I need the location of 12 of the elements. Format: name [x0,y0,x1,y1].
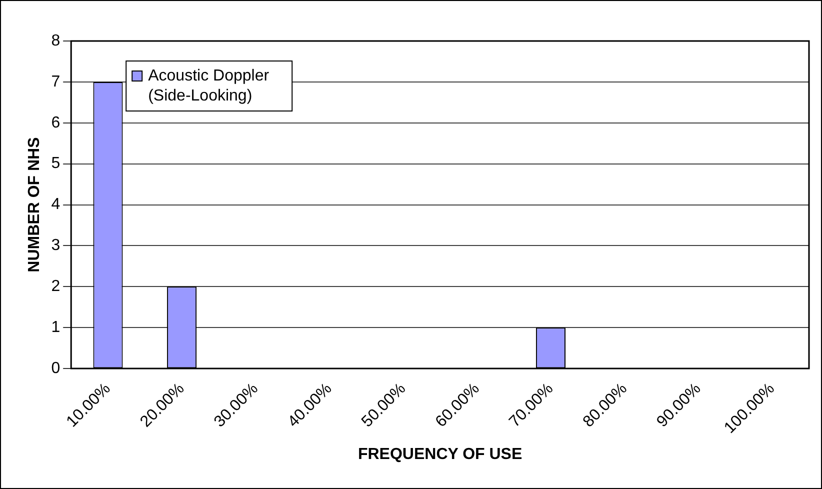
y-tick-label: 0 [51,360,60,377]
y-tick-label: 6 [51,114,60,132]
legend-label: Acoustic Doppler (Side-Looking) [148,67,270,104]
y-tick-label: 7 [51,73,60,90]
y-tick-label: 2 [51,278,60,296]
y-tick-label: 5 [51,155,60,172]
y-tick-label: 8 [51,32,60,50]
y-tick-label: 4 [51,196,60,214]
y-tick-label: 1 [51,319,60,336]
y-axis-title: NUMBER OF NHS [26,136,44,272]
x-axis-title: FREQUENCY OF USE [358,446,522,463]
y-tick-label: 3 [51,237,60,254]
